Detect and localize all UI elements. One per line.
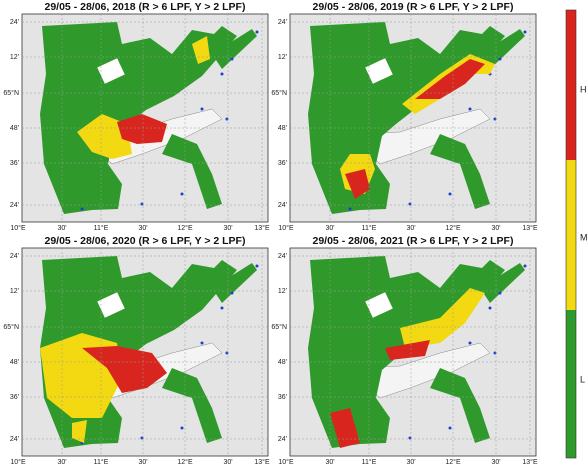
y-axis-label: 24' xyxy=(10,19,19,26)
y-axis-label: 12' xyxy=(10,54,19,61)
y-axis-label: 24' xyxy=(278,202,287,209)
x-axis-label: 13°E xyxy=(522,224,538,232)
x-axis-label: 10°E xyxy=(10,458,26,466)
y-axis-label: 48' xyxy=(278,125,287,132)
panel-title: 29/05 - 28/06, 2020 (R > 6 LPF, Y > 2 LP… xyxy=(45,235,246,247)
x-axis-label: 12°E xyxy=(445,224,461,232)
x-axis-label: 30' xyxy=(325,225,334,232)
colorbar-label: M xyxy=(580,232,588,242)
colorbar-low xyxy=(566,310,576,458)
y-axis-label: 65°N xyxy=(3,89,19,97)
y-axis-label: 24' xyxy=(278,19,287,26)
y-axis-label: 24' xyxy=(278,253,287,260)
y-axis-label: 48' xyxy=(10,125,19,132)
x-axis-label: 12°E xyxy=(445,458,461,466)
y-axis-label: 24' xyxy=(10,436,19,443)
colorbar-high xyxy=(566,10,576,160)
x-axis-label: 10°E xyxy=(10,224,26,232)
map-panel xyxy=(21,247,269,457)
y-axis-label: 65°N xyxy=(3,323,19,331)
y-axis-label: 12' xyxy=(278,288,287,295)
y-axis-label: 36' xyxy=(10,394,19,401)
panel-title: 29/05 - 28/06, 2018 (R > 6 LPF, Y > 2 LP… xyxy=(45,1,246,13)
y-axis-label: 24' xyxy=(10,202,19,209)
y-axis-label: 12' xyxy=(10,288,19,295)
colorbar-label: L xyxy=(580,374,585,384)
y-axis-label: 12' xyxy=(278,54,287,61)
y-axis-label: 24' xyxy=(278,436,287,443)
map-panel xyxy=(289,13,537,223)
x-axis-label: 13°E xyxy=(522,458,538,466)
y-axis-label: 36' xyxy=(278,160,287,167)
colorbar-label: H xyxy=(580,84,587,94)
x-axis-label: 13°E xyxy=(254,224,270,232)
x-axis-label: 10°E xyxy=(278,458,294,466)
x-axis-label: 30' xyxy=(57,459,66,466)
x-axis-label: 11°E xyxy=(362,224,377,232)
y-axis-label: 48' xyxy=(278,359,287,366)
x-axis-label: 10°E xyxy=(278,224,294,232)
y-axis-label: 36' xyxy=(10,160,19,167)
x-axis-label: 12°E xyxy=(177,224,193,232)
x-axis-label: 30' xyxy=(138,225,147,232)
panel-title: 29/05 - 28/06, 2019 (R > 6 LPF, Y > 2 LP… xyxy=(313,1,514,13)
x-axis-label: 30' xyxy=(406,225,415,232)
x-axis-label: 11°E xyxy=(94,458,109,466)
y-axis-label: 48' xyxy=(10,359,19,366)
x-axis-label: 30' xyxy=(491,225,500,232)
y-axis-label: 65°N xyxy=(271,323,287,331)
x-axis-label: 30' xyxy=(325,459,334,466)
map-panel xyxy=(289,247,537,457)
map-panel xyxy=(21,13,269,223)
panel-title: 29/05 - 28/06, 2021 (R > 6 LPF, Y > 2 LP… xyxy=(313,235,514,247)
y-axis-label: 36' xyxy=(278,394,287,401)
x-axis-label: 13°E xyxy=(254,458,270,466)
y-axis-label: 65°N xyxy=(271,89,287,97)
x-axis-label: 30' xyxy=(223,225,232,232)
x-axis-label: 30' xyxy=(138,459,147,466)
x-axis-label: 30' xyxy=(57,225,66,232)
x-axis-label: 30' xyxy=(491,459,500,466)
x-axis-label: 30' xyxy=(223,459,232,466)
x-axis-label: 30' xyxy=(406,459,415,466)
y-axis-label: 24' xyxy=(10,253,19,260)
colorbar-medium xyxy=(566,160,576,310)
x-axis-label: 11°E xyxy=(94,224,109,232)
x-axis-label: 11°E xyxy=(362,458,377,466)
x-axis-label: 12°E xyxy=(177,458,193,466)
